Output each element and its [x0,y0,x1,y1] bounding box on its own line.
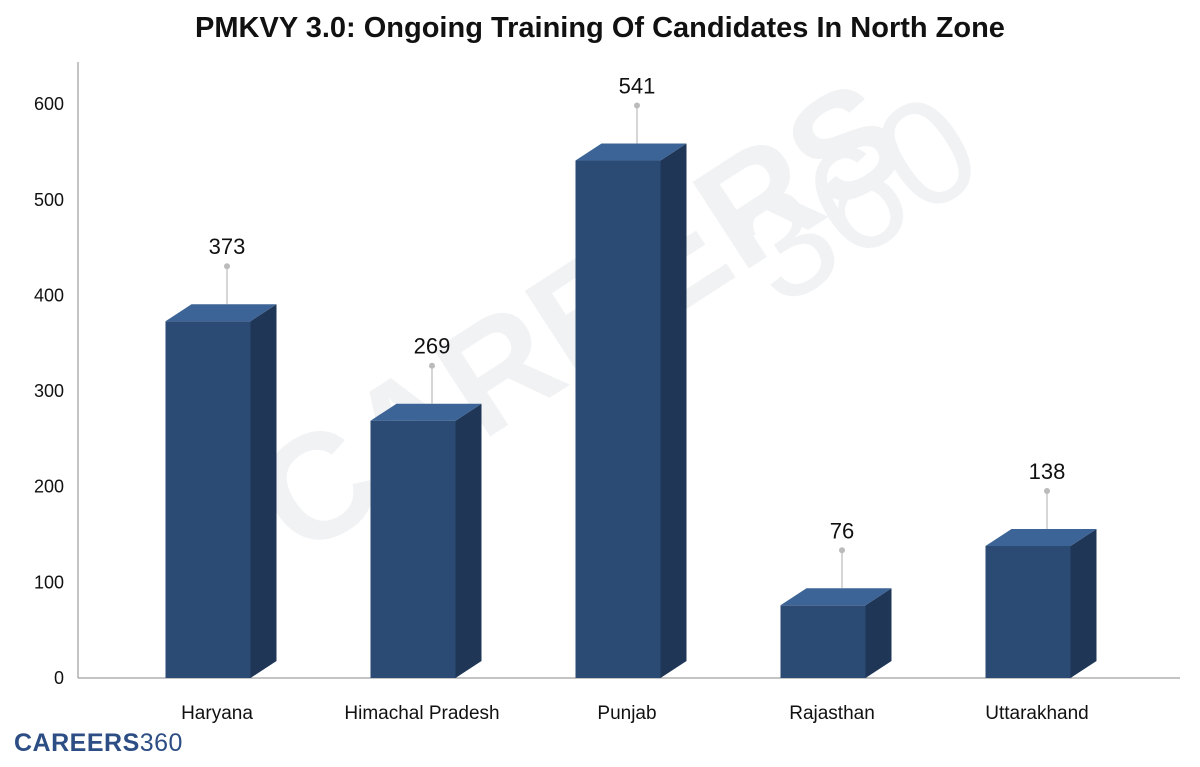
data-label-dot [1044,488,1050,495]
bar-top [985,529,1097,547]
bar-front [370,420,456,678]
bar-front [575,160,661,678]
data-label: 76 [830,518,854,543]
data-label-dot [839,547,845,554]
bar-haryana: 373 [165,234,277,678]
x-axis-labels: Haryana Himachal Pradesh Punjab Rajasthan Ut… [181,703,1089,724]
y-tick-label: 100 [34,572,64,592]
bars: 373 269 541 76 138 [165,74,1097,678]
data-label: 138 [1029,459,1066,484]
y-tick-label: 300 [34,381,64,401]
bar-top [165,304,277,322]
x-tick-label: Himachal Pradesh [344,703,499,724]
x-tick-label: Uttarakhand [985,703,1089,724]
bar-uttarakhand: 138 [985,459,1097,678]
x-tick-label: Punjab [597,703,656,724]
logo-text-bold: CAREERS [14,729,140,757]
chart-title: PMKVY 3.0: Ongoing Training Of Candidate… [195,12,1005,44]
bar-top [575,143,687,161]
y-axis-ticks: 0 100 200 300 400 500 600 [34,94,64,688]
data-label-dot [634,102,640,109]
y-tick-label: 0 [54,668,64,688]
data-label: 373 [209,234,246,259]
bar-rajasthan: 76 [780,518,892,678]
logo-text-light: 360 [139,729,183,757]
bar-side [660,143,687,678]
careers360-logo: CAREERS360 [14,728,183,758]
data-label: 269 [414,334,451,359]
y-tick-label: 200 [34,477,64,497]
bar-front [165,321,251,678]
data-label: 541 [619,74,656,99]
bar-punjab: 541 [575,74,687,678]
bar-side [1070,529,1097,678]
bar-side [250,304,277,678]
y-tick-label: 500 [34,190,64,210]
x-tick-label: Haryana [181,703,253,724]
y-tick-label: 400 [34,285,64,305]
bar-side [455,403,482,678]
bar-himachal-pradesh: 269 [370,334,482,678]
bar-side [865,588,892,678]
x-tick-label: Rajasthan [789,703,875,724]
data-label-dot [429,362,435,369]
y-tick-label: 600 [34,94,64,114]
bar-top [370,403,482,421]
bar-top [780,588,892,606]
data-label-dot [224,263,230,270]
bar-front [985,546,1071,678]
bar-front [780,605,866,678]
